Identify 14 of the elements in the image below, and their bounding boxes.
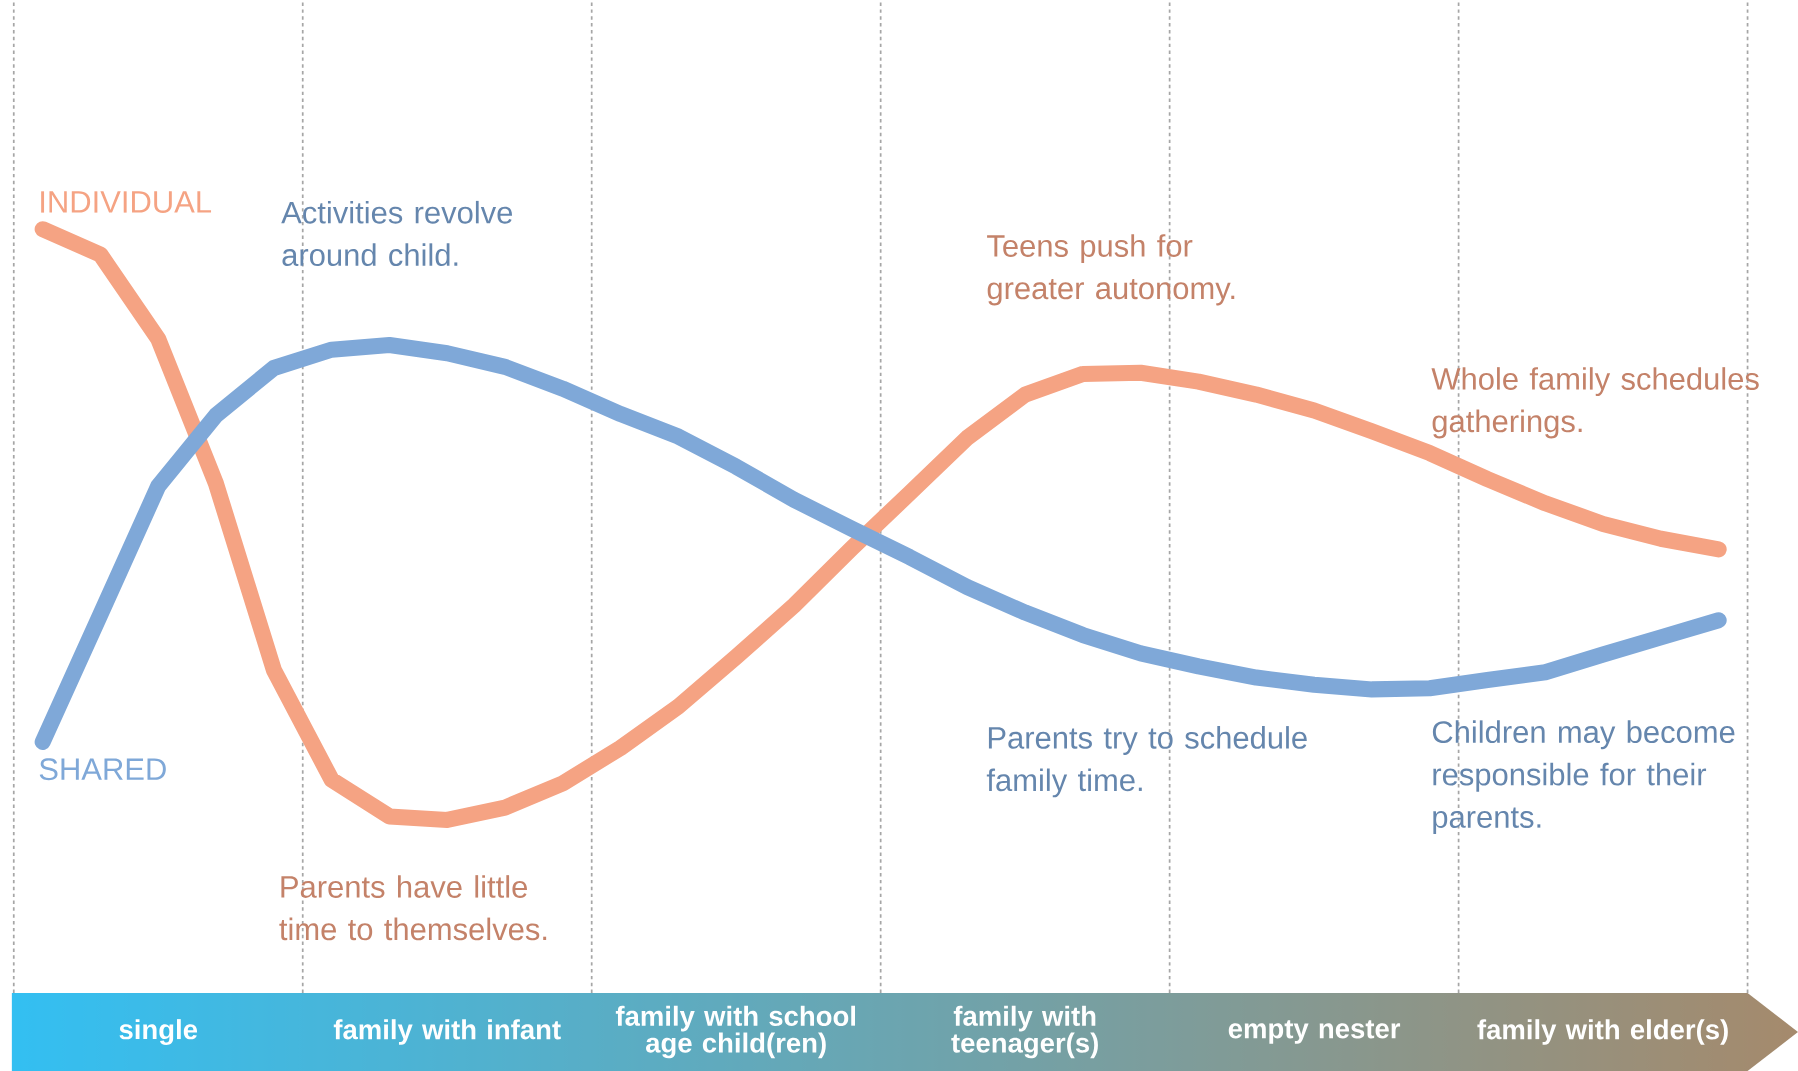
annotation: Activities revolve around child. [281,200,513,267]
x-tick-label: family with elder(s) [1477,1019,1728,1045]
x-tick-label: single [119,1019,198,1045]
x-tick-label: empty nester [1228,1020,1401,1044]
text: Parents have little time to themselves. [279,875,547,941]
x-tick-label: family with infant [333,1019,561,1045]
series-label: SHARED [39,758,166,781]
annotation: Parents try to schedule family time. [986,726,1307,798]
annotation: Teens push for greater autonomy. [987,234,1235,306]
annotation: Children may become responsible for their parents. [1432,720,1735,835]
x-tick-label: family with teenager(s) [951,1005,1098,1059]
x-tick-label: family with school age child(ren) [615,1005,856,1059]
annotation: Whole family schedules gatherings. [1431,367,1759,439]
series-label: INDIVIDUAL [41,191,212,213]
